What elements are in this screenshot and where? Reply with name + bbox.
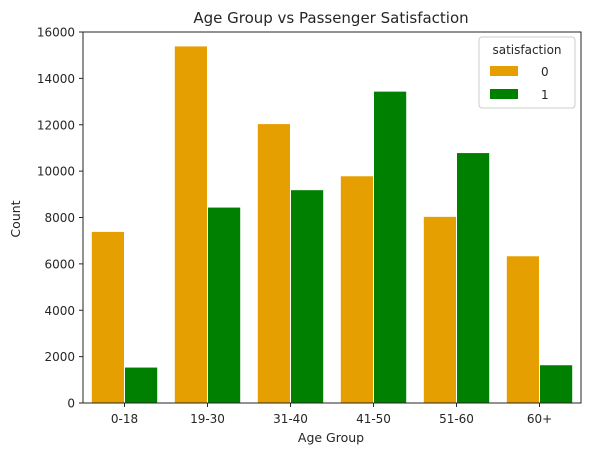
y-tick-label: 2000 — [44, 350, 75, 364]
legend-label-1: 1 — [541, 88, 549, 102]
legend-label-0: 0 — [541, 65, 549, 79]
x-tick-label: 51-60 — [439, 412, 474, 426]
y-tick-label: 4000 — [44, 304, 75, 318]
y-tick-label: 10000 — [37, 165, 75, 179]
bar-0-18-series-0 — [91, 231, 124, 403]
y-tick-label: 16000 — [37, 26, 75, 40]
x-tick-label: 60+ — [527, 412, 552, 426]
bar-19-30-series-0 — [174, 46, 207, 403]
y-tick-label: 6000 — [44, 257, 75, 271]
y-axis-label: Count — [8, 200, 23, 237]
bar-41-50-series-1 — [374, 91, 407, 403]
bar-31-40-series-0 — [257, 124, 290, 403]
bar-19-30-series-1 — [208, 207, 241, 403]
x-tick-label: 41-50 — [356, 412, 391, 426]
y-tick-label: 12000 — [37, 118, 75, 132]
legend: satisfaction 0 1 — [479, 37, 575, 108]
legend-swatch-1 — [490, 89, 518, 99]
x-axis-label: Age Group — [298, 430, 364, 445]
x-tick-label: 19-30 — [190, 412, 225, 426]
bar-51-60-series-1 — [457, 153, 490, 403]
y-tick-label: 0 — [67, 397, 75, 411]
x-ticks-group: 0-18 19-30 31-40 41-50 51-60 60+ — [111, 403, 552, 426]
legend-swatch-0 — [490, 66, 518, 76]
bar-51-60-series-0 — [423, 216, 456, 403]
bar-60+-series-1 — [540, 365, 573, 403]
y-tick-label: 8000 — [44, 211, 75, 225]
x-tick-label: 31-40 — [273, 412, 308, 426]
chart-title: Age Group vs Passenger Satisfaction — [193, 9, 468, 27]
bar-60+-series-0 — [506, 256, 539, 403]
x-tick-label: 0-18 — [111, 412, 138, 426]
legend-title: satisfaction — [492, 43, 561, 57]
y-tick-label: 14000 — [37, 72, 75, 86]
y-ticks-group: 0 2000 4000 6000 8000 10000 12000 14000 16000 — [37, 26, 83, 411]
bar-31-40-series-1 — [291, 190, 324, 403]
bar-0-18-series-1 — [125, 367, 158, 403]
bar-41-50-series-0 — [340, 176, 373, 403]
